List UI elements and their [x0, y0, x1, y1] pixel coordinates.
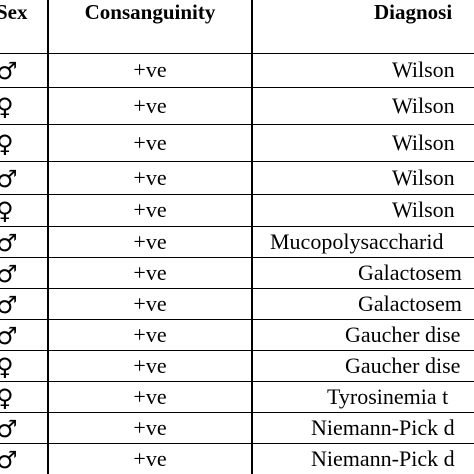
row-rule	[0, 288, 474, 290]
table-cell: +ve	[133, 321, 167, 347]
table-cell: +ve	[133, 164, 167, 190]
table-cell: ♂	[0, 414, 18, 443]
table-cell: Wilson	[392, 197, 455, 222]
table-cell: +ve	[133, 445, 167, 471]
row-rule	[0, 350, 474, 352]
table-cell: ♂	[0, 290, 18, 319]
table-cell: ♂	[0, 228, 18, 257]
table-cell: Galactosem	[358, 290, 462, 316]
table-cell: ♂	[0, 57, 18, 85]
row-rule	[0, 226, 474, 228]
table-cell: Wilson	[392, 129, 455, 155]
table-cell: ♂	[0, 259, 18, 288]
header-cell: Diagnosi	[374, 0, 453, 24]
table-cell: +ve	[133, 92, 167, 118]
table-cell: ♂	[0, 321, 18, 350]
table-cell: ♀	[0, 383, 14, 412]
table-cell: ♀	[0, 352, 14, 381]
header-cell: Sex	[0, 0, 28, 24]
table-cell: Gaucher dise	[345, 352, 461, 378]
table-cell: +ve	[133, 383, 167, 409]
table-cell: ♂	[0, 445, 18, 474]
table-cell: Galactosem	[358, 259, 462, 285]
table-cell: Gaucher dise	[345, 321, 461, 347]
row-rule	[0, 194, 474, 196]
table-cell: +ve	[133, 57, 167, 82]
table-cell: +ve	[133, 228, 167, 254]
row-rule	[0, 124, 474, 126]
row-rule	[0, 53, 474, 55]
row-rule	[0, 443, 474, 445]
table-cell: Niemann-Pick d	[311, 445, 455, 471]
table-cell: ♀	[0, 197, 14, 225]
table-cell: +ve	[133, 414, 167, 440]
table-cell: ♀	[0, 129, 14, 158]
table-cell: Tyrosinemia t	[327, 383, 449, 409]
table-cell: Wilson	[392, 164, 455, 190]
table-cell: +ve	[133, 352, 167, 378]
table-cell: +ve	[133, 259, 167, 285]
table-cell: ♂	[0, 164, 18, 193]
column-rule	[47, 0, 49, 474]
table-cell: ♀	[0, 92, 14, 121]
row-rule	[0, 319, 474, 321]
column-rule	[251, 0, 253, 474]
table-cell: +ve	[133, 197, 167, 222]
row-rule	[0, 412, 474, 414]
row-rule	[0, 381, 474, 383]
table-cell: Niemann-Pick d	[311, 414, 455, 440]
table-cell: +ve	[133, 129, 167, 155]
header-cell: Consanguinity	[84, 0, 216, 24]
table-cell: Mucopolysaccharid	[270, 228, 444, 254]
row-rule	[0, 257, 474, 259]
row-rule	[0, 161, 474, 163]
table-cell: Wilson	[392, 57, 455, 82]
table-cell: Wilson	[392, 92, 455, 118]
table-cell: +ve	[133, 290, 167, 316]
row-rule	[0, 87, 474, 89]
